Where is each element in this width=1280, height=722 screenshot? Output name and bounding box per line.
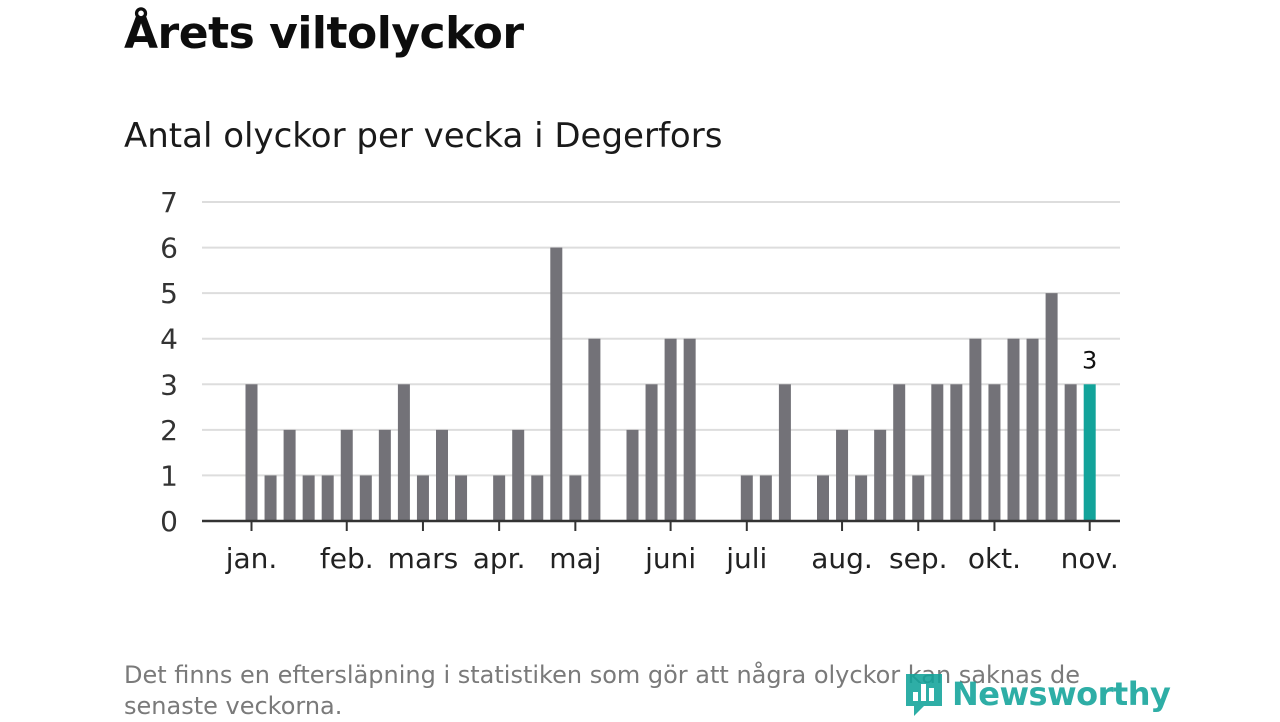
x-tick-label: mars (388, 542, 459, 575)
bar (455, 475, 468, 521)
y-tick-label: 2 (160, 414, 178, 447)
bar (321, 475, 334, 521)
bar (569, 475, 582, 521)
bar (588, 338, 601, 521)
y-tick-label: 4 (160, 323, 178, 356)
y-tick-label: 5 (160, 277, 178, 310)
x-tick-label: jan. (225, 542, 278, 575)
x-tick-label: aug. (811, 542, 873, 575)
y-tick-label: 6 (160, 232, 178, 265)
x-tick-label: juni (644, 542, 696, 575)
bar (950, 384, 963, 521)
bar (969, 338, 982, 521)
x-tick-label: feb. (320, 542, 374, 575)
bar (912, 475, 925, 521)
bar (1064, 384, 1077, 521)
bar (378, 429, 391, 521)
bar (778, 384, 791, 521)
y-tick-label: 1 (160, 459, 178, 492)
brand-name: Newsworthy (952, 675, 1171, 713)
chart-logo-icon (906, 674, 942, 716)
bar (1007, 338, 1020, 521)
data-label: 3 (1082, 346, 1097, 374)
highlight-bar (1083, 384, 1096, 521)
x-tick-label: okt. (968, 542, 1021, 575)
bar-chart: 0 1 2 3 4 5 6 7 3 jan. feb. mars apr. maj juni juli aug.… (160, 186, 1120, 575)
bar (512, 429, 525, 521)
bar (874, 429, 887, 521)
bar (1045, 293, 1058, 521)
bar (283, 429, 296, 521)
bar (531, 475, 544, 521)
y-tick-label: 7 (160, 186, 178, 219)
bar (493, 475, 506, 521)
bar (988, 384, 1001, 521)
bar (817, 475, 829, 521)
bar (359, 475, 372, 521)
bar (740, 475, 753, 521)
bar (245, 384, 258, 521)
chart-subtitle: Antal olyckor per vecka i Degerfors (124, 116, 723, 156)
bar (683, 338, 696, 521)
bar (302, 475, 315, 521)
bar (397, 384, 410, 521)
bar (836, 429, 849, 521)
bar (893, 384, 906, 521)
y-tick-label: 0 (160, 505, 178, 538)
bar (759, 475, 772, 521)
bar (855, 475, 868, 521)
bar (340, 429, 353, 521)
bar (416, 475, 429, 521)
bar (436, 429, 448, 521)
bar (645, 384, 658, 521)
bar (264, 475, 277, 521)
brand-logo[interactable]: Newsworthy (902, 668, 1171, 720)
chart-title: Årets viltolyckor (124, 8, 524, 59)
y-tick-label: 3 (160, 368, 178, 401)
bar (550, 247, 563, 522)
bar (1026, 338, 1039, 521)
x-tick-label: sep. (889, 542, 948, 575)
bar (664, 338, 677, 521)
x-tick-label: nov. (1061, 542, 1119, 575)
x-tick-label: apr. (473, 542, 526, 575)
bar (931, 384, 944, 521)
x-tick-label: juli (725, 542, 767, 575)
x-tick-label: maj (549, 542, 601, 575)
bar (626, 429, 639, 521)
